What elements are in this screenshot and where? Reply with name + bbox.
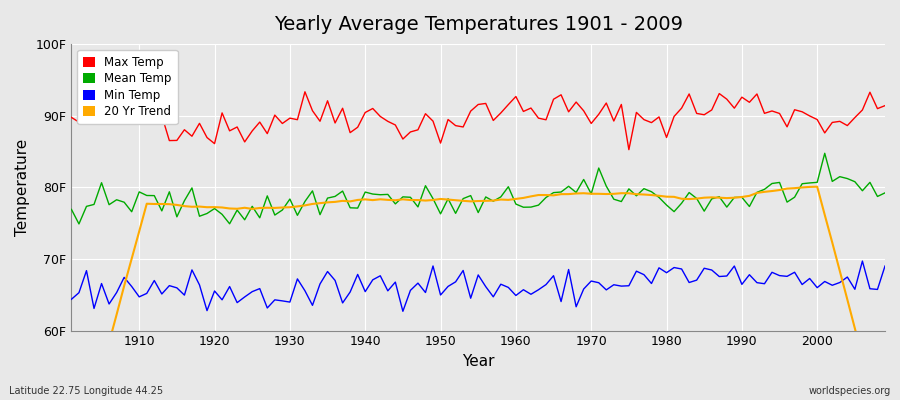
Text: Latitude 22.75 Longitude 44.25: Latitude 22.75 Longitude 44.25: [9, 386, 163, 396]
Y-axis label: Temperature: Temperature: [15, 139, 30, 236]
Title: Yearly Average Temperatures 1901 - 2009: Yearly Average Temperatures 1901 - 2009: [274, 15, 683, 34]
X-axis label: Year: Year: [462, 354, 494, 369]
Legend: Max Temp, Mean Temp, Min Temp, 20 Yr Trend: Max Temp, Mean Temp, Min Temp, 20 Yr Tre…: [77, 50, 178, 124]
Text: worldspecies.org: worldspecies.org: [809, 386, 891, 396]
